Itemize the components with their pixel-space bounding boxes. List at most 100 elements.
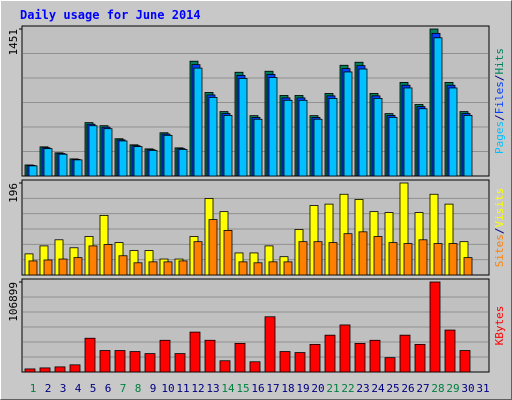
bar bbox=[148, 150, 158, 177]
x-tick-label: 21 bbox=[326, 382, 339, 395]
y-tick-label: 106899 bbox=[7, 282, 20, 322]
bar bbox=[388, 242, 398, 276]
bar bbox=[219, 360, 231, 373]
x-tick-label: 7 bbox=[120, 382, 127, 395]
bar bbox=[39, 367, 51, 373]
bar bbox=[163, 134, 173, 177]
bar bbox=[103, 128, 113, 177]
x-tick-label: 16 bbox=[251, 382, 264, 395]
x-tick-label: 24 bbox=[371, 382, 385, 395]
bar bbox=[433, 37, 443, 177]
bar bbox=[433, 243, 443, 276]
bar bbox=[28, 260, 38, 276]
legend-separator: / bbox=[493, 228, 506, 235]
x-tick-label: 20 bbox=[311, 382, 324, 395]
legend-entry: Visits bbox=[493, 188, 506, 228]
bar bbox=[324, 334, 336, 373]
bar bbox=[403, 87, 413, 177]
x-tick-label: 8 bbox=[135, 382, 142, 395]
bar bbox=[328, 97, 338, 177]
bar bbox=[249, 361, 261, 373]
bar bbox=[73, 257, 83, 276]
bar bbox=[373, 97, 383, 177]
bar bbox=[384, 357, 396, 373]
bar bbox=[238, 78, 248, 177]
x-tick-label: 25 bbox=[386, 382, 399, 395]
x-tick-label: 11 bbox=[176, 382, 189, 395]
bar bbox=[279, 351, 291, 373]
bar bbox=[253, 118, 263, 177]
bar bbox=[118, 140, 128, 177]
x-tick-label: 10 bbox=[161, 382, 174, 395]
bar bbox=[358, 231, 368, 276]
x-tick-label: 26 bbox=[401, 382, 414, 395]
legend: KBytes bbox=[493, 306, 506, 346]
bar bbox=[294, 352, 306, 373]
legend-separator: / bbox=[493, 114, 506, 121]
legend-separator: / bbox=[493, 75, 506, 82]
bar bbox=[114, 350, 126, 373]
bar bbox=[369, 339, 381, 373]
legend-entry: KBytes bbox=[493, 306, 506, 346]
bar bbox=[43, 259, 53, 276]
bar bbox=[223, 230, 233, 276]
x-tick-label: 31 bbox=[476, 382, 489, 395]
bar bbox=[459, 350, 471, 373]
bar bbox=[448, 87, 458, 177]
bar bbox=[418, 108, 428, 177]
bar bbox=[339, 324, 351, 373]
bar bbox=[298, 241, 308, 276]
y-tick-label: 1451 bbox=[7, 29, 20, 56]
bar bbox=[343, 233, 353, 276]
x-tick-label: 17 bbox=[266, 382, 279, 395]
x-tick-label: 3 bbox=[60, 382, 67, 395]
bar bbox=[403, 243, 413, 276]
x-tick-label: 18 bbox=[281, 382, 294, 395]
legend: Pages/Files/Hits bbox=[493, 48, 506, 154]
bar bbox=[343, 71, 353, 177]
bar bbox=[43, 148, 53, 177]
x-tick-label: 23 bbox=[356, 382, 369, 395]
bar bbox=[328, 242, 338, 276]
x-tick-label: 1 bbox=[30, 382, 37, 395]
legend-entry: Pages bbox=[493, 121, 506, 154]
bar bbox=[133, 262, 143, 276]
bar bbox=[159, 339, 171, 373]
bar bbox=[313, 241, 323, 276]
bar bbox=[24, 368, 36, 373]
bar bbox=[268, 77, 278, 177]
bar bbox=[234, 342, 246, 373]
bar bbox=[129, 351, 141, 373]
x-tick-label: 5 bbox=[90, 382, 97, 395]
bar bbox=[463, 257, 473, 276]
bar bbox=[118, 255, 128, 276]
bar bbox=[69, 364, 81, 373]
x-tick-label: 6 bbox=[105, 382, 112, 395]
x-tick-label: 22 bbox=[341, 382, 354, 395]
bar bbox=[268, 261, 278, 276]
bar bbox=[373, 236, 383, 276]
bar bbox=[178, 260, 188, 276]
x-tick-label: 27 bbox=[416, 382, 429, 395]
bar bbox=[429, 281, 441, 373]
bar bbox=[208, 219, 218, 276]
y-tick-label: 196 bbox=[7, 183, 20, 203]
bar bbox=[189, 331, 201, 373]
bar bbox=[444, 329, 456, 373]
bar bbox=[88, 125, 98, 177]
bar bbox=[313, 118, 323, 177]
bar bbox=[208, 96, 218, 177]
bar bbox=[238, 261, 248, 276]
x-tick-label: 28 bbox=[431, 382, 444, 395]
bar bbox=[399, 334, 411, 373]
bar bbox=[193, 67, 203, 177]
bar bbox=[84, 337, 96, 373]
legend: Sites/Visits bbox=[493, 188, 506, 268]
x-tick-label: 9 bbox=[150, 382, 157, 395]
legend-entry: Hits bbox=[493, 48, 506, 75]
x-tick-label: 12 bbox=[191, 382, 204, 395]
bar bbox=[144, 353, 156, 373]
bar bbox=[73, 159, 83, 177]
bar bbox=[309, 343, 321, 373]
bar bbox=[99, 350, 111, 373]
